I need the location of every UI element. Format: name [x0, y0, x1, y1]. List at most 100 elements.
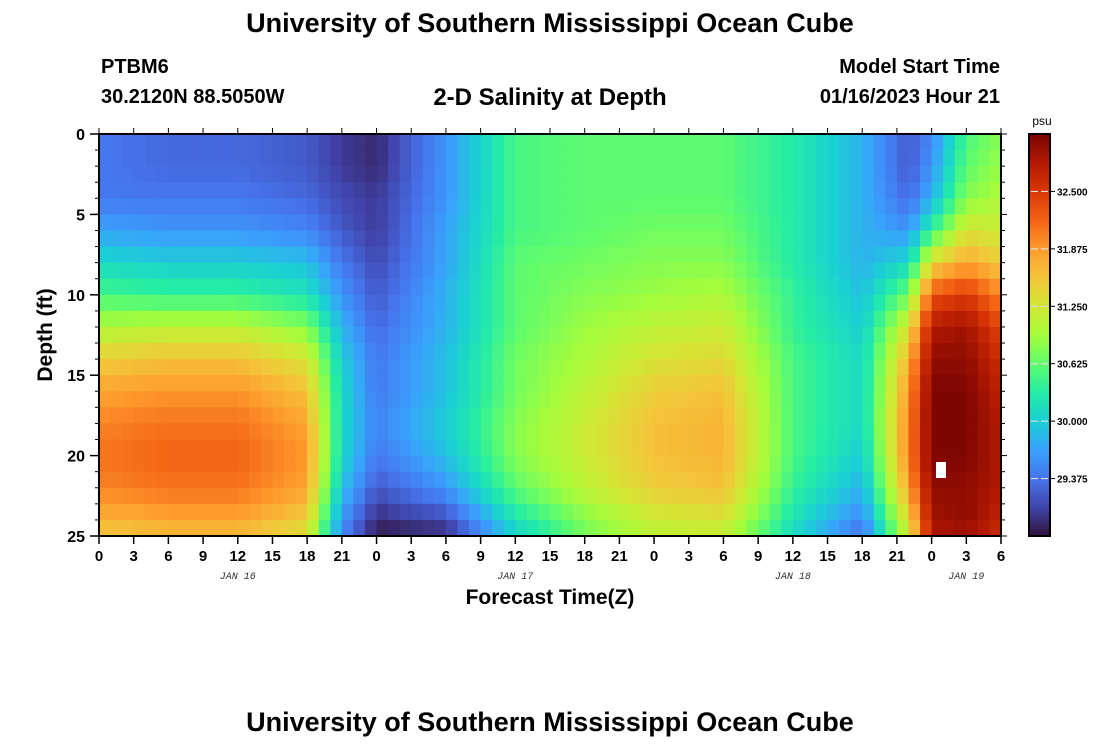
heatmap-cell	[746, 182, 759, 199]
heatmap-cell	[561, 198, 574, 215]
heatmap-cell	[214, 182, 227, 199]
colorbar-unit-label: psu	[1032, 114, 1051, 128]
heatmap-cell	[341, 391, 355, 408]
x-tick-label: 3	[407, 548, 415, 565]
heatmap-cell	[977, 166, 991, 183]
heatmap-cell	[573, 278, 586, 296]
heatmap-cell	[758, 230, 771, 248]
heatmap-cell	[711, 359, 725, 376]
heatmap-cell	[839, 230, 852, 248]
heatmap-cell	[977, 294, 991, 312]
heatmap-cell	[873, 294, 886, 312]
heatmap-cell	[584, 150, 597, 167]
heatmap-cell	[260, 150, 274, 167]
heatmap-cell	[781, 198, 794, 215]
heatmap-cell	[619, 455, 632, 473]
heatmap-cell	[885, 359, 898, 376]
heatmap-cell	[873, 198, 886, 215]
heatmap-cell	[977, 455, 991, 473]
heatmap-cell	[758, 503, 771, 521]
heatmap-cell	[122, 166, 135, 183]
heatmap-cell	[145, 471, 158, 489]
x-tick-label: 18	[854, 548, 871, 565]
heatmap-cell	[943, 455, 956, 473]
heatmap-cell	[99, 423, 112, 441]
heatmap-cell	[584, 439, 597, 457]
heatmap-cell	[214, 503, 227, 521]
heatmap-cell	[249, 455, 262, 473]
heatmap-cell	[920, 407, 933, 425]
heatmap-cell	[920, 359, 933, 376]
heatmap-cell	[133, 519, 146, 536]
heatmap-cell	[480, 359, 493, 376]
heatmap-cell	[827, 359, 840, 376]
heatmap-cell	[318, 310, 331, 328]
heatmap-cell	[584, 455, 597, 473]
heatmap-cell	[723, 423, 736, 441]
heatmap-cell	[735, 198, 748, 215]
heatmap-cell	[445, 343, 459, 360]
heatmap-cell	[850, 166, 863, 183]
heatmap-cell	[769, 246, 782, 264]
colorbar-segment	[1029, 140, 1050, 145]
heatmap-cell	[260, 471, 274, 489]
heatmap-cell	[920, 487, 933, 505]
heatmap-cell	[688, 182, 701, 199]
heatmap-cell	[931, 214, 944, 232]
heatmap-cell	[943, 294, 956, 312]
heatmap-cell	[376, 391, 389, 408]
colorbar-segment	[1029, 479, 1050, 483]
heatmap-cell	[665, 503, 678, 521]
heatmap-cell	[654, 439, 667, 457]
colorbar-segment	[1029, 257, 1050, 262]
heatmap-cell	[792, 423, 806, 441]
heatmap-cell	[249, 391, 262, 408]
heatmap-cell	[330, 359, 343, 376]
heatmap-cell	[885, 487, 898, 505]
heatmap-cell	[815, 262, 829, 280]
heatmap-cell	[156, 391, 169, 408]
heatmap-cell	[769, 262, 782, 280]
heatmap-cell	[526, 246, 540, 264]
heatmap-cell	[388, 487, 401, 505]
heatmap-cell	[295, 359, 308, 376]
heatmap-cell	[191, 182, 204, 199]
heatmap-cell	[156, 198, 169, 215]
heatmap-cell	[376, 230, 389, 248]
heatmap-cell	[272, 423, 285, 441]
heatmap-cell	[503, 230, 516, 248]
heatmap-cell	[769, 519, 782, 536]
heatmap-cell	[607, 423, 620, 441]
heatmap-cell	[353, 455, 366, 473]
heatmap-cell	[503, 519, 516, 536]
heatmap-cell	[827, 230, 840, 248]
heatmap-cell	[815, 391, 829, 408]
heatmap-cell	[769, 294, 782, 312]
colorbar-segment	[1029, 445, 1050, 450]
heatmap-cell	[839, 182, 852, 199]
heatmap-cell	[110, 439, 123, 457]
heatmap-cell	[168, 262, 181, 280]
heatmap-cell	[260, 166, 274, 183]
heatmap-cell	[388, 391, 401, 408]
heatmap-cell	[827, 407, 840, 425]
heatmap-cell	[422, 455, 435, 473]
heatmap-cell	[376, 407, 389, 425]
heatmap-cell	[862, 359, 875, 376]
heatmap-cell	[203, 198, 216, 215]
heatmap-cell	[584, 214, 597, 232]
heatmap-cell	[839, 471, 852, 489]
heatmap-cell	[249, 246, 262, 264]
heatmap-cell	[862, 278, 875, 296]
colorbar-segment	[1029, 405, 1050, 410]
heatmap-cell	[839, 198, 852, 215]
heatmap-cell	[711, 326, 725, 344]
heatmap-cell	[769, 326, 782, 344]
x-tick-label: 21	[334, 548, 351, 565]
heatmap-cell	[989, 278, 1001, 296]
heatmap-cell	[434, 455, 447, 473]
heatmap-cell	[873, 487, 886, 505]
heatmap-cell	[792, 503, 806, 521]
heatmap-cell	[284, 326, 297, 344]
heatmap-cell	[665, 246, 678, 264]
